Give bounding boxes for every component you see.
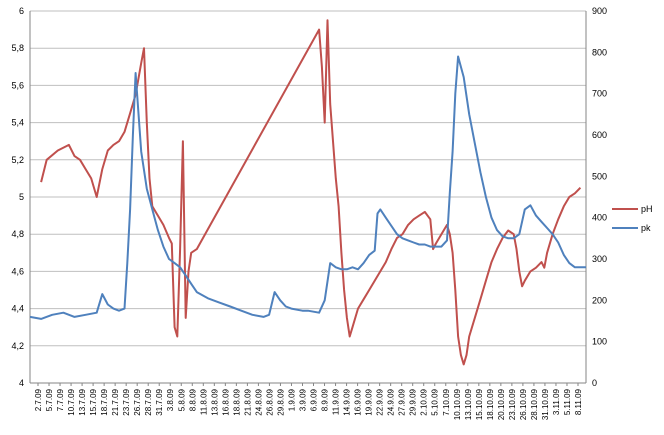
x-tick-label: 23.10.09 — [508, 388, 517, 420]
y-right-tick-label: 900 — [592, 6, 607, 16]
x-tick-label: 24.8.09 — [254, 388, 263, 415]
x-tick-label: 5.10.09 — [431, 388, 440, 415]
x-tick-label: 21.7.09 — [111, 388, 120, 415]
x-tick-label: 18.7.09 — [100, 388, 109, 415]
x-tick-label: 10.10.09 — [453, 388, 462, 420]
y-left-tick-label: 5,8 — [11, 43, 24, 53]
y-right-tick-label: 300 — [592, 254, 607, 264]
x-tick-label: 20.10.09 — [497, 388, 506, 420]
x-tick-label: 27.9.09 — [398, 388, 407, 415]
x-tick-label: 31.10.09 — [541, 388, 550, 420]
y-left-tick-label: 4,2 — [11, 341, 24, 351]
x-tick-label: 3.9.09 — [298, 388, 307, 411]
x-tick-label: 5.7.09 — [45, 388, 54, 411]
y-left-tick-label: 5,6 — [11, 80, 24, 90]
x-tick-label: 26.10.09 — [519, 388, 528, 420]
x-tick-label: 21.8.09 — [243, 388, 252, 415]
x-tick-label: 13.10.09 — [464, 388, 473, 420]
x-tick-label: 11.9.09 — [332, 388, 341, 415]
y-right-tick-label: 0 — [592, 378, 597, 388]
x-tick-label: 24.9.09 — [387, 388, 396, 415]
x-tick-label: 28.7.09 — [144, 388, 153, 415]
y-right-tick-label: 400 — [592, 213, 607, 223]
x-tick-label: 15.7.09 — [89, 388, 98, 415]
y-right-tick-label: 800 — [592, 47, 607, 57]
x-tick-label: 13.7.09 — [78, 388, 87, 415]
y-right-tick-label: 200 — [592, 295, 607, 305]
y-left-tick-label: 5,4 — [11, 118, 24, 128]
x-tick-label: 8.9.09 — [321, 388, 330, 411]
legend: pH pk — [612, 204, 653, 233]
x-tick-label: 7.10.09 — [442, 388, 451, 415]
y-left-tick-label: 4,4 — [11, 304, 24, 314]
x-tick-label: 16.9.09 — [354, 388, 363, 415]
x-tick-label: 29.9.09 — [409, 388, 418, 415]
series-lines — [29, 19, 586, 366]
x-tick-label: 14.9.09 — [343, 388, 352, 415]
x-tick-label: 6.9.09 — [310, 388, 319, 411]
x-tick-label: 7.7.09 — [56, 388, 65, 411]
x-tick-label: 31.7.09 — [155, 388, 164, 415]
legend-label-pk: pk — [641, 223, 651, 233]
x-tick-label: 8.8.09 — [188, 388, 197, 411]
y-right-tick-label: 100 — [592, 337, 607, 347]
x-tick-label: 15.10.09 — [475, 388, 484, 420]
x-tick-label: 16.8.09 — [221, 388, 230, 415]
x-tick-label: 19.9.09 — [365, 388, 374, 415]
x-tick-label: 28.10.09 — [530, 388, 539, 420]
x-tick-label: 11.8.09 — [199, 388, 208, 415]
x-tick-label: 5.11.09 — [563, 388, 572, 415]
x-tick-label: 26.8.09 — [265, 388, 274, 415]
y-left-tick-label: 5,2 — [11, 155, 24, 165]
x-tick-label: 23.7.09 — [122, 388, 131, 415]
x-tick-label: 29.8.09 — [276, 388, 285, 415]
legend-label-ph: pH — [641, 204, 653, 214]
y-right-tick-label: 600 — [592, 130, 607, 140]
series-line-ph — [40, 19, 582, 366]
x-tick-label: 10.7.09 — [67, 388, 76, 415]
y-left-tick-label: 4,8 — [11, 229, 24, 239]
x-tick-label: 5.8.09 — [177, 388, 186, 411]
y-left-tick-label: 4 — [19, 378, 24, 388]
x-tick-label: 2.7.09 — [34, 388, 43, 411]
x-tick-label: 18.8.09 — [232, 388, 241, 415]
x-axis: 2.7.09 5.7.09 7.7.09 10.7.09 13.7.09 15.7.09 1… — [30, 382, 586, 420]
x-tick-label: 13.8.09 — [210, 388, 219, 415]
y-left-tick-label: 5 — [19, 192, 24, 202]
y-axis-left: 4 4,2 4,4 4,6 4,8 5 5,2 5,4 5,6 5,8 6 — [11, 6, 31, 388]
x-tick-label: 18.10.09 — [486, 388, 495, 420]
x-tick-label: 22.9.09 — [376, 388, 385, 415]
y-right-tick-label: 700 — [592, 89, 607, 99]
x-tick-label: 8.11.09 — [574, 388, 583, 415]
series-line-pk — [29, 55, 586, 320]
y-left-tick-label: 6 — [19, 6, 24, 16]
x-tick-label: 3.8.09 — [166, 388, 175, 411]
y-right-tick-label: 500 — [592, 171, 607, 181]
x-tick-label: 2.10.09 — [420, 388, 429, 415]
x-tick-label: 26.7.09 — [133, 388, 142, 415]
y-left-tick-label: 4,6 — [11, 266, 24, 276]
x-tick-label: 3.11.09 — [552, 388, 561, 415]
y-axis-right: 0 100 200 300 400 500 600 700 800 900 — [585, 6, 607, 388]
x-tick-label: 1.9.09 — [287, 388, 296, 411]
